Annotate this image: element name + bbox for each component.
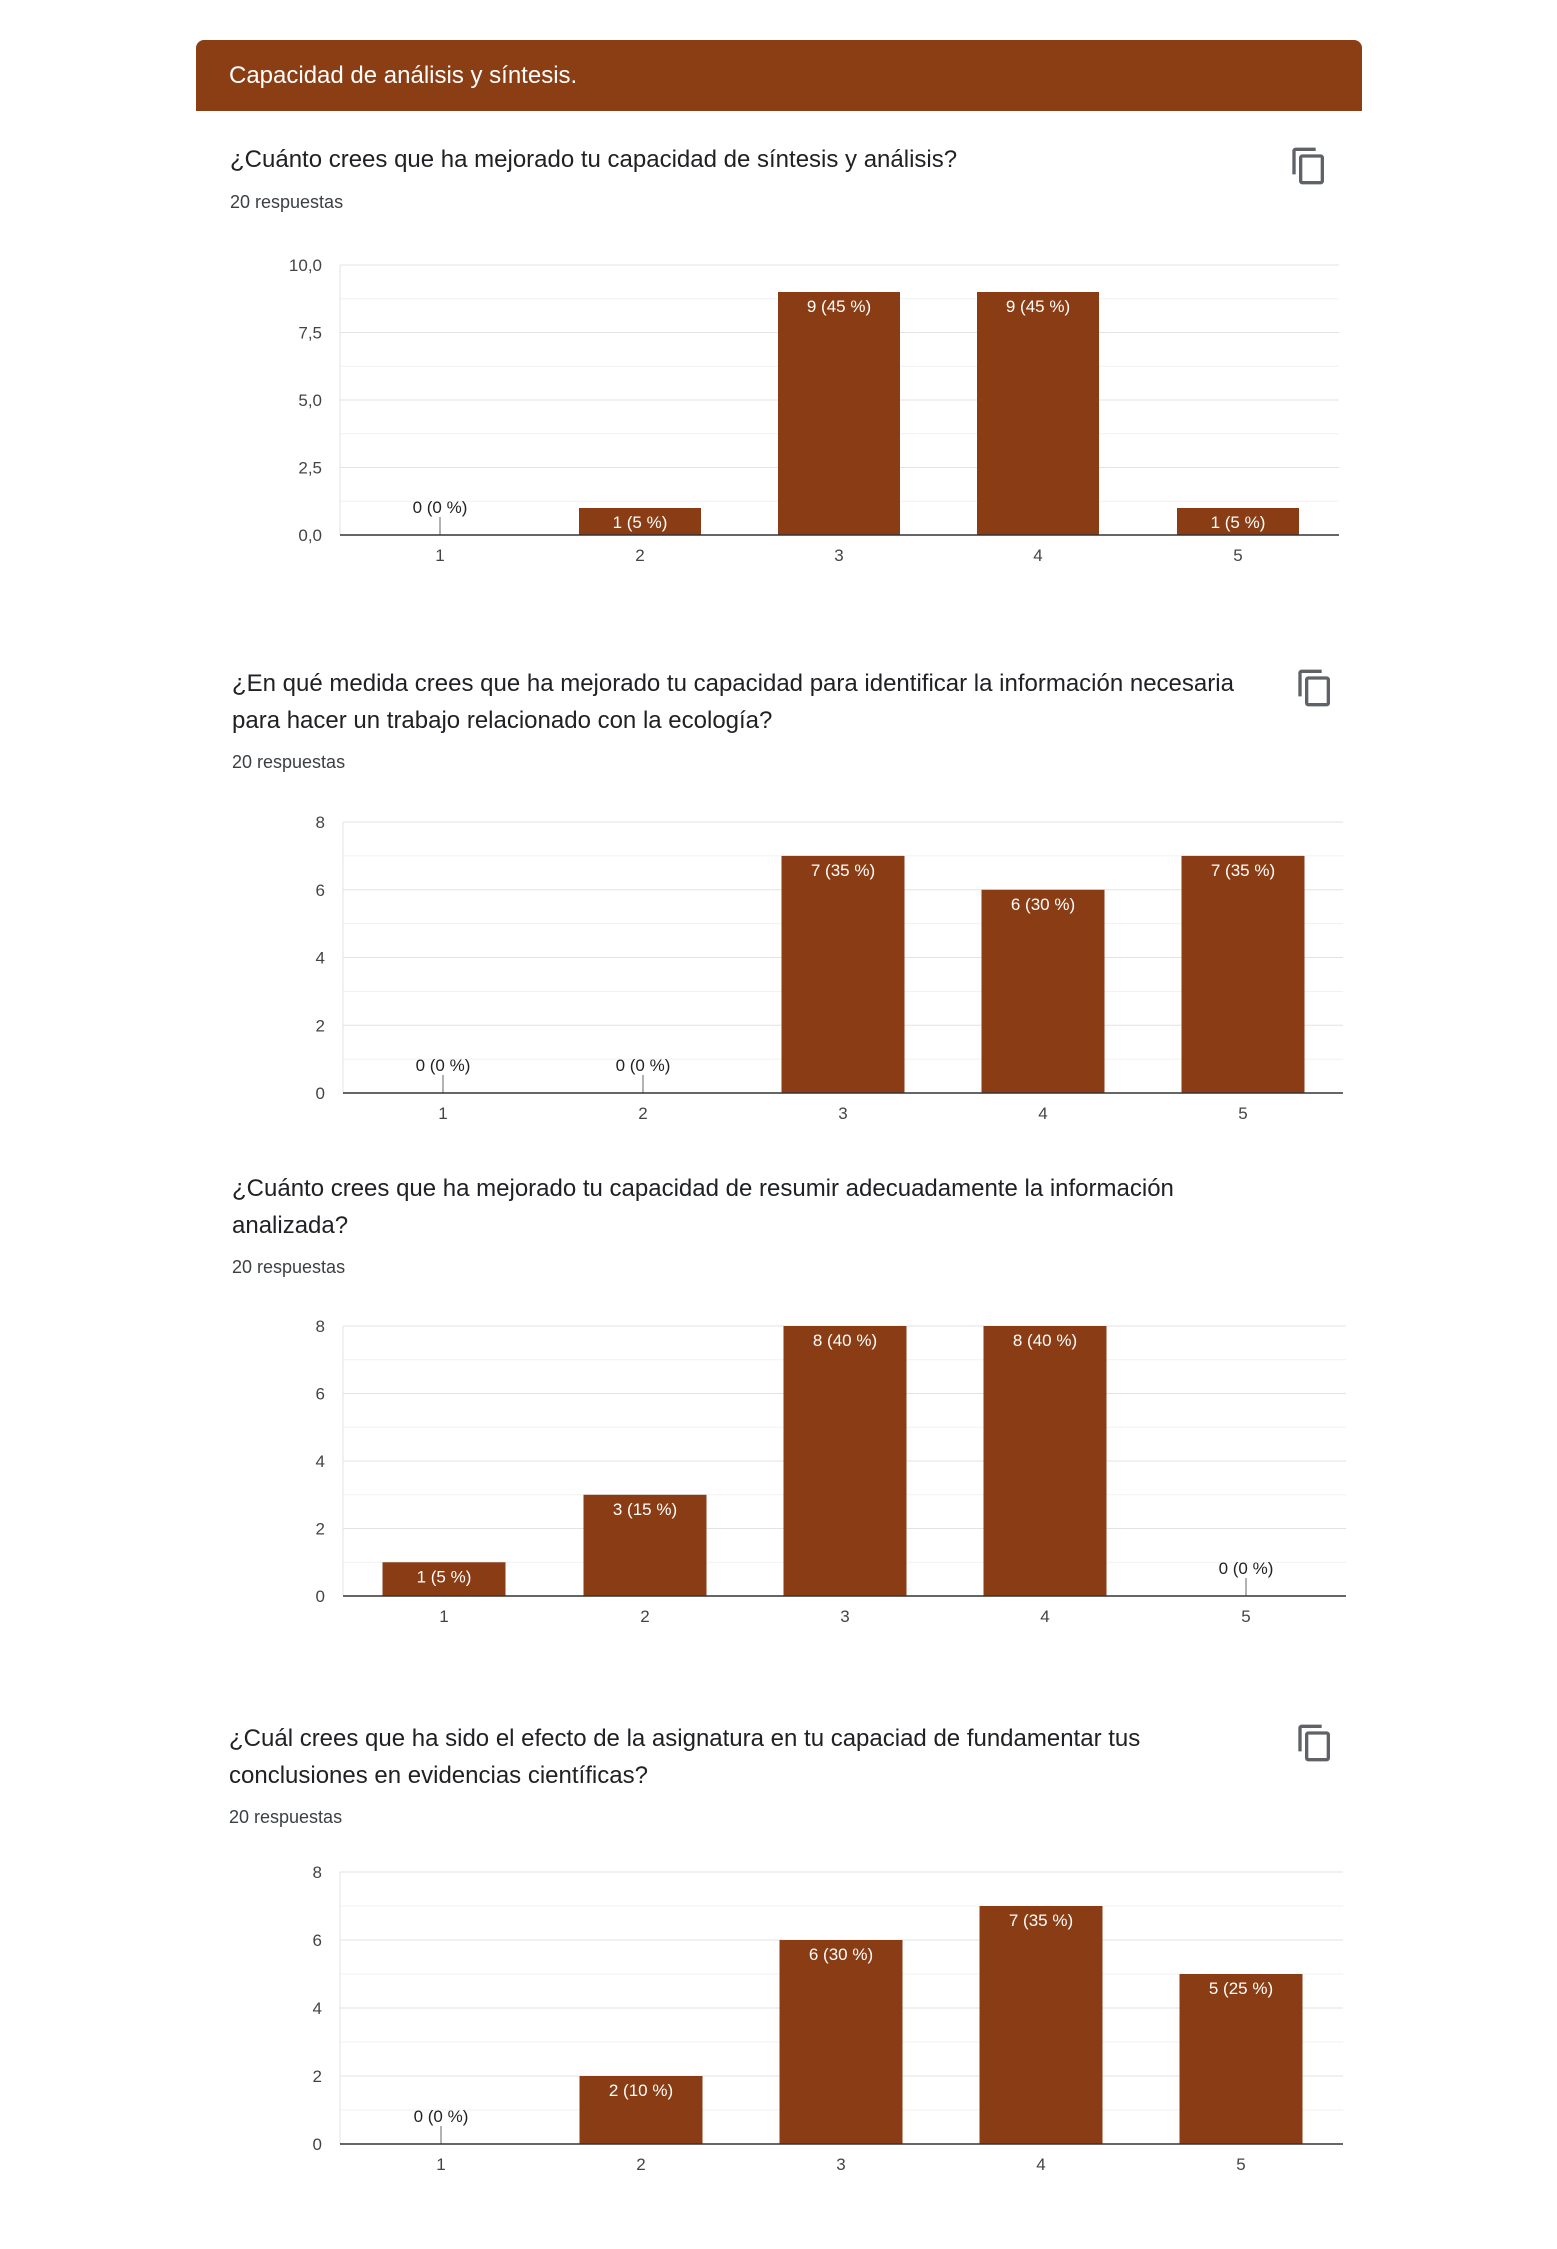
y-tick-label: 6 <box>316 1385 325 1404</box>
bar-data-label: 1 (5 %) <box>1211 513 1266 532</box>
section-title: Capacidad de análisis y síntesis. <box>229 61 578 89</box>
bar-data-label: 6 (30 %) <box>1011 895 1075 914</box>
y-tick-label: 2,5 <box>298 459 322 478</box>
bar <box>783 1326 907 1596</box>
x-tick-label: 5 <box>1241 1607 1250 1626</box>
bar <box>778 292 900 535</box>
bar-data-label: 7 (35 %) <box>811 861 875 880</box>
bar-data-label: 0 (0 %) <box>414 2107 469 2126</box>
x-tick-label: 3 <box>840 1607 849 1626</box>
response-count: 20 respuestas <box>232 1257 346 1277</box>
copy-icon[interactable] <box>1295 668 1335 708</box>
bar <box>981 889 1105 1093</box>
y-tick-label: 0 <box>313 2135 322 2154</box>
bar-data-label: 8 (40 %) <box>813 1331 877 1350</box>
y-tick-label: 8 <box>316 813 325 832</box>
bar-data-label: 7 (35 %) <box>1009 1911 1073 1930</box>
y-tick-label: 6 <box>313 1931 322 1950</box>
bar-data-label: 3 (15 %) <box>613 1500 677 1519</box>
y-tick-label: 4 <box>316 949 325 968</box>
bar <box>382 1562 506 1596</box>
bar-data-label: 2 (10 %) <box>609 2081 673 2100</box>
x-tick-label: 1 <box>436 2155 445 2174</box>
x-tick-label: 5 <box>1236 2155 1245 2174</box>
y-tick-label: 6 <box>316 881 325 900</box>
bar-data-label: 0 (0 %) <box>616 1056 671 1075</box>
x-tick-label: 1 <box>438 1104 447 1123</box>
question-title: ¿Cuál crees que ha sido el efecto de la … <box>229 1725 1141 1789</box>
x-tick-label: 4 <box>1036 2155 1045 2174</box>
bar <box>579 2076 703 2144</box>
bar-data-label: 0 (0 %) <box>416 1056 471 1075</box>
section-header: Capacidad de análisis y síntesis. <box>196 40 1362 111</box>
x-tick-label: 2 <box>636 2155 645 2174</box>
bar-data-label: 5 (25 %) <box>1209 1979 1273 1998</box>
bar-data-label: 7 (35 %) <box>1211 861 1275 880</box>
bar-data-label: 6 (30 %) <box>809 1945 873 1964</box>
bar-data-label: 0 (0 %) <box>1219 1559 1274 1578</box>
bar-data-label: 1 (5 %) <box>417 1567 472 1586</box>
x-tick-label: 4 <box>1038 1104 1047 1123</box>
bar <box>583 1494 707 1596</box>
x-tick-label: 1 <box>435 546 444 565</box>
x-tick-label: 1 <box>439 1607 448 1626</box>
question-title: ¿Cuánto crees que ha mejorado tu capacid… <box>232 1175 1174 1239</box>
y-tick-label: 2 <box>316 1016 325 1035</box>
bar <box>579 508 701 535</box>
y-tick-label: 8 <box>316 1317 325 1336</box>
y-tick-label: 0 <box>316 1587 325 1606</box>
x-tick-label: 5 <box>1233 546 1242 565</box>
y-tick-label: 10,0 <box>289 256 322 275</box>
question-title: ¿En qué medida crees que ha mejorado tu … <box>232 670 1234 734</box>
y-tick-label: 2 <box>313 2067 322 2086</box>
bar <box>1177 508 1299 535</box>
copy-icon[interactable] <box>1289 146 1329 186</box>
bar-data-label: 8 (40 %) <box>1013 1331 1077 1350</box>
bar-data-label: 9 (45 %) <box>1006 297 1070 316</box>
y-tick-label: 5,0 <box>298 391 322 410</box>
bar <box>781 855 905 1093</box>
y-tick-label: 2 <box>316 1520 325 1539</box>
question-title: ¿Cuánto crees que ha mejorado tu capacid… <box>230 146 958 173</box>
bar <box>779 1940 903 2144</box>
bar <box>1181 855 1305 1093</box>
y-tick-label: 0,0 <box>298 526 322 545</box>
x-tick-label: 2 <box>638 1104 647 1123</box>
x-tick-label: 5 <box>1238 1104 1247 1123</box>
bar-data-label: 9 (45 %) <box>807 297 871 316</box>
x-tick-label: 2 <box>635 546 644 565</box>
bar <box>983 1326 1107 1596</box>
y-tick-label: 8 <box>313 1863 322 1882</box>
bar <box>977 292 1099 535</box>
copy-icon[interactable] <box>1295 1723 1335 1763</box>
y-tick-label: 4 <box>313 1999 322 2018</box>
y-tick-label: 0 <box>316 1084 325 1103</box>
x-tick-label: 3 <box>838 1104 847 1123</box>
response-count: 20 respuestas <box>230 192 344 212</box>
bar <box>1179 1974 1303 2144</box>
response-count: 20 respuestas <box>229 1807 343 1827</box>
x-tick-label: 3 <box>834 546 843 565</box>
x-tick-label: 2 <box>640 1607 649 1626</box>
response-count: 20 respuestas <box>232 752 346 772</box>
y-tick-label: 7,5 <box>298 324 322 343</box>
x-tick-label: 3 <box>836 2155 845 2174</box>
y-tick-label: 4 <box>316 1452 325 1471</box>
x-tick-label: 4 <box>1040 1607 1049 1626</box>
bar-data-label: 0 (0 %) <box>413 498 468 517</box>
bar-data-label: 1 (5 %) <box>613 513 668 532</box>
x-tick-label: 4 <box>1033 546 1042 565</box>
bar <box>979 1906 1103 2144</box>
